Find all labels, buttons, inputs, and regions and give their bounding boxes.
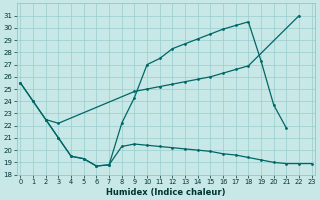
X-axis label: Humidex (Indice chaleur): Humidex (Indice chaleur) [106,188,226,197]
